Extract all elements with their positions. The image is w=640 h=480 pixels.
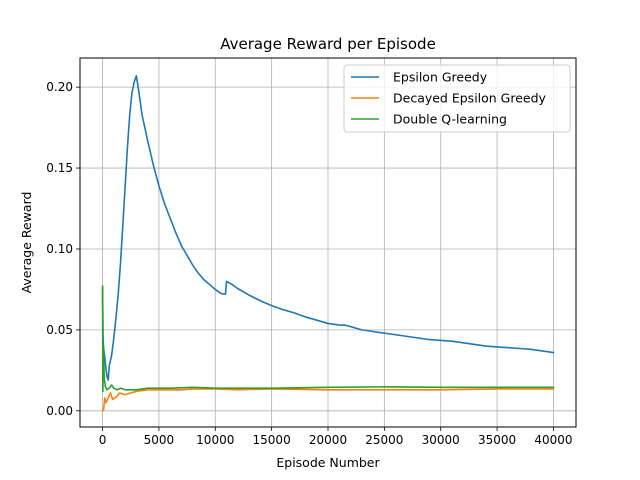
y-axis-title: Average Reward: [19, 192, 34, 294]
y-tick-label: 0.20: [46, 80, 73, 94]
y-tick-label: 0.05: [46, 323, 73, 337]
series-line-double-q-learning: [101, 285, 555, 393]
x-tick-label: 20000: [309, 433, 347, 447]
legend-label: Double Q-learning: [393, 112, 507, 127]
legend-box: [343, 64, 571, 133]
x-tick-label: 30000: [422, 433, 460, 447]
y-tick-label: 0.15: [46, 161, 73, 175]
x-tick-label: 5000: [144, 433, 175, 447]
x-tick-label: 25000: [365, 433, 403, 447]
x-tick-label: 0: [99, 433, 107, 447]
legend-label: Epsilon Greedy: [393, 70, 488, 85]
legend: Epsilon Greedy Decayed Epsilon Greedy Doub…: [343, 64, 571, 133]
chart-title: Average Reward per Episode: [220, 35, 436, 53]
series-line-epsilon-greedy: [101, 75, 555, 381]
series-lines: [101, 75, 555, 412]
x-axis-title: Episode Number: [276, 455, 380, 470]
y-tick-label: 0.00: [46, 404, 73, 418]
x-tick-label: 15000: [253, 433, 291, 447]
x-tick-label: 40000: [534, 433, 572, 447]
legend-label: Decayed Epsilon Greedy: [393, 91, 547, 106]
y-tick-label: 0.10: [46, 242, 73, 256]
series-line-decayed-epsilon-greedy: [101, 388, 555, 412]
x-tick-label: 35000: [478, 433, 516, 447]
axis-ticks: 0 5000 10000 15000 20000 25000 30000 35000 40000…: [46, 80, 572, 447]
x-tick-label: 10000: [196, 433, 234, 447]
